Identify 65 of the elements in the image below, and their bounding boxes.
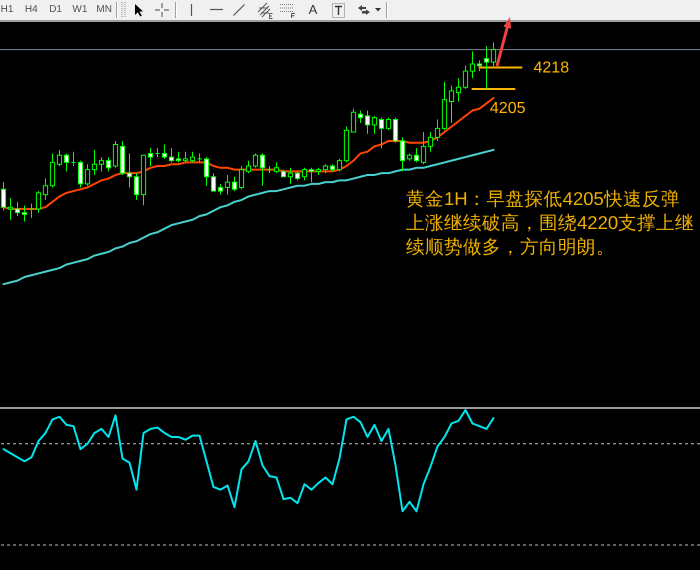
text: D1	[49, 3, 62, 17]
candlestick	[162, 144, 168, 160]
candlestick	[84, 164, 90, 186]
candlestick	[358, 110, 364, 124]
candlestick	[400, 136, 406, 172]
candlestick	[232, 176, 238, 192]
candlestick	[372, 115, 378, 134]
candlestick	[8, 198, 14, 220]
annotation: 黄金1H：早盘探低4205快速反弹上涨继续破高，围绕4220支撑上继续顺势做多，方向明朗。	[406, 186, 696, 258]
text: H1	[0, 3, 14, 17]
text: H4	[24, 3, 38, 17]
candlestick	[14, 201, 20, 217]
candlestick	[224, 174, 230, 196]
candlestick	[392, 117, 398, 144]
candlestick	[204, 156, 210, 186]
candlestick	[112, 140, 118, 168]
candlestick	[364, 110, 370, 134]
candlestick	[22, 204, 28, 222]
text: W1	[72, 3, 88, 17]
candlestick	[36, 190, 42, 214]
candlestick	[246, 160, 252, 174]
candlestick	[252, 152, 258, 168]
candlestick	[260, 152, 266, 186]
candlestick	[42, 178, 48, 201]
candlestick	[98, 156, 104, 172]
series-label: 4218	[534, 60, 570, 77]
candlestick	[56, 149, 62, 167]
candlestick	[64, 152, 70, 172]
candlestick	[210, 172, 216, 192]
candlestick	[308, 167, 314, 183]
candlestick	[428, 132, 434, 152]
candlestick	[378, 117, 384, 149]
candlestick	[190, 151, 196, 163]
candlestick	[456, 78, 462, 102]
candlestick	[126, 152, 132, 188]
candlestick	[218, 183, 224, 196]
candlestick	[336, 158, 342, 172]
candlestick	[414, 148, 420, 163]
candlestick	[386, 117, 392, 131]
candlestick	[448, 84, 454, 124]
text: MN	[96, 3, 112, 17]
candlestick	[238, 166, 244, 190]
candlestick	[288, 167, 294, 184]
candlestick	[420, 132, 426, 165]
candlestick	[134, 172, 140, 201]
series-label: 4205	[490, 100, 526, 118]
text: A	[308, 1, 318, 19]
candlestick	[148, 148, 154, 167]
candlestick	[78, 160, 84, 188]
candlestick	[92, 149, 98, 176]
candlestick	[182, 151, 188, 163]
candlestick	[302, 167, 308, 181]
candlestick	[470, 50, 476, 79]
candlestick	[168, 148, 174, 163]
candlestick	[106, 156, 112, 172]
candlestick	[462, 65, 468, 90]
candlestick	[484, 46, 490, 90]
candlestick	[350, 108, 356, 132]
candlestick	[490, 42, 496, 68]
candlestick	[274, 162, 280, 174]
candlestick	[176, 151, 182, 163]
candlestick	[50, 152, 56, 188]
candlestick	[434, 118, 440, 142]
candlestick	[476, 60, 482, 72]
candlestick	[0, 182, 6, 212]
